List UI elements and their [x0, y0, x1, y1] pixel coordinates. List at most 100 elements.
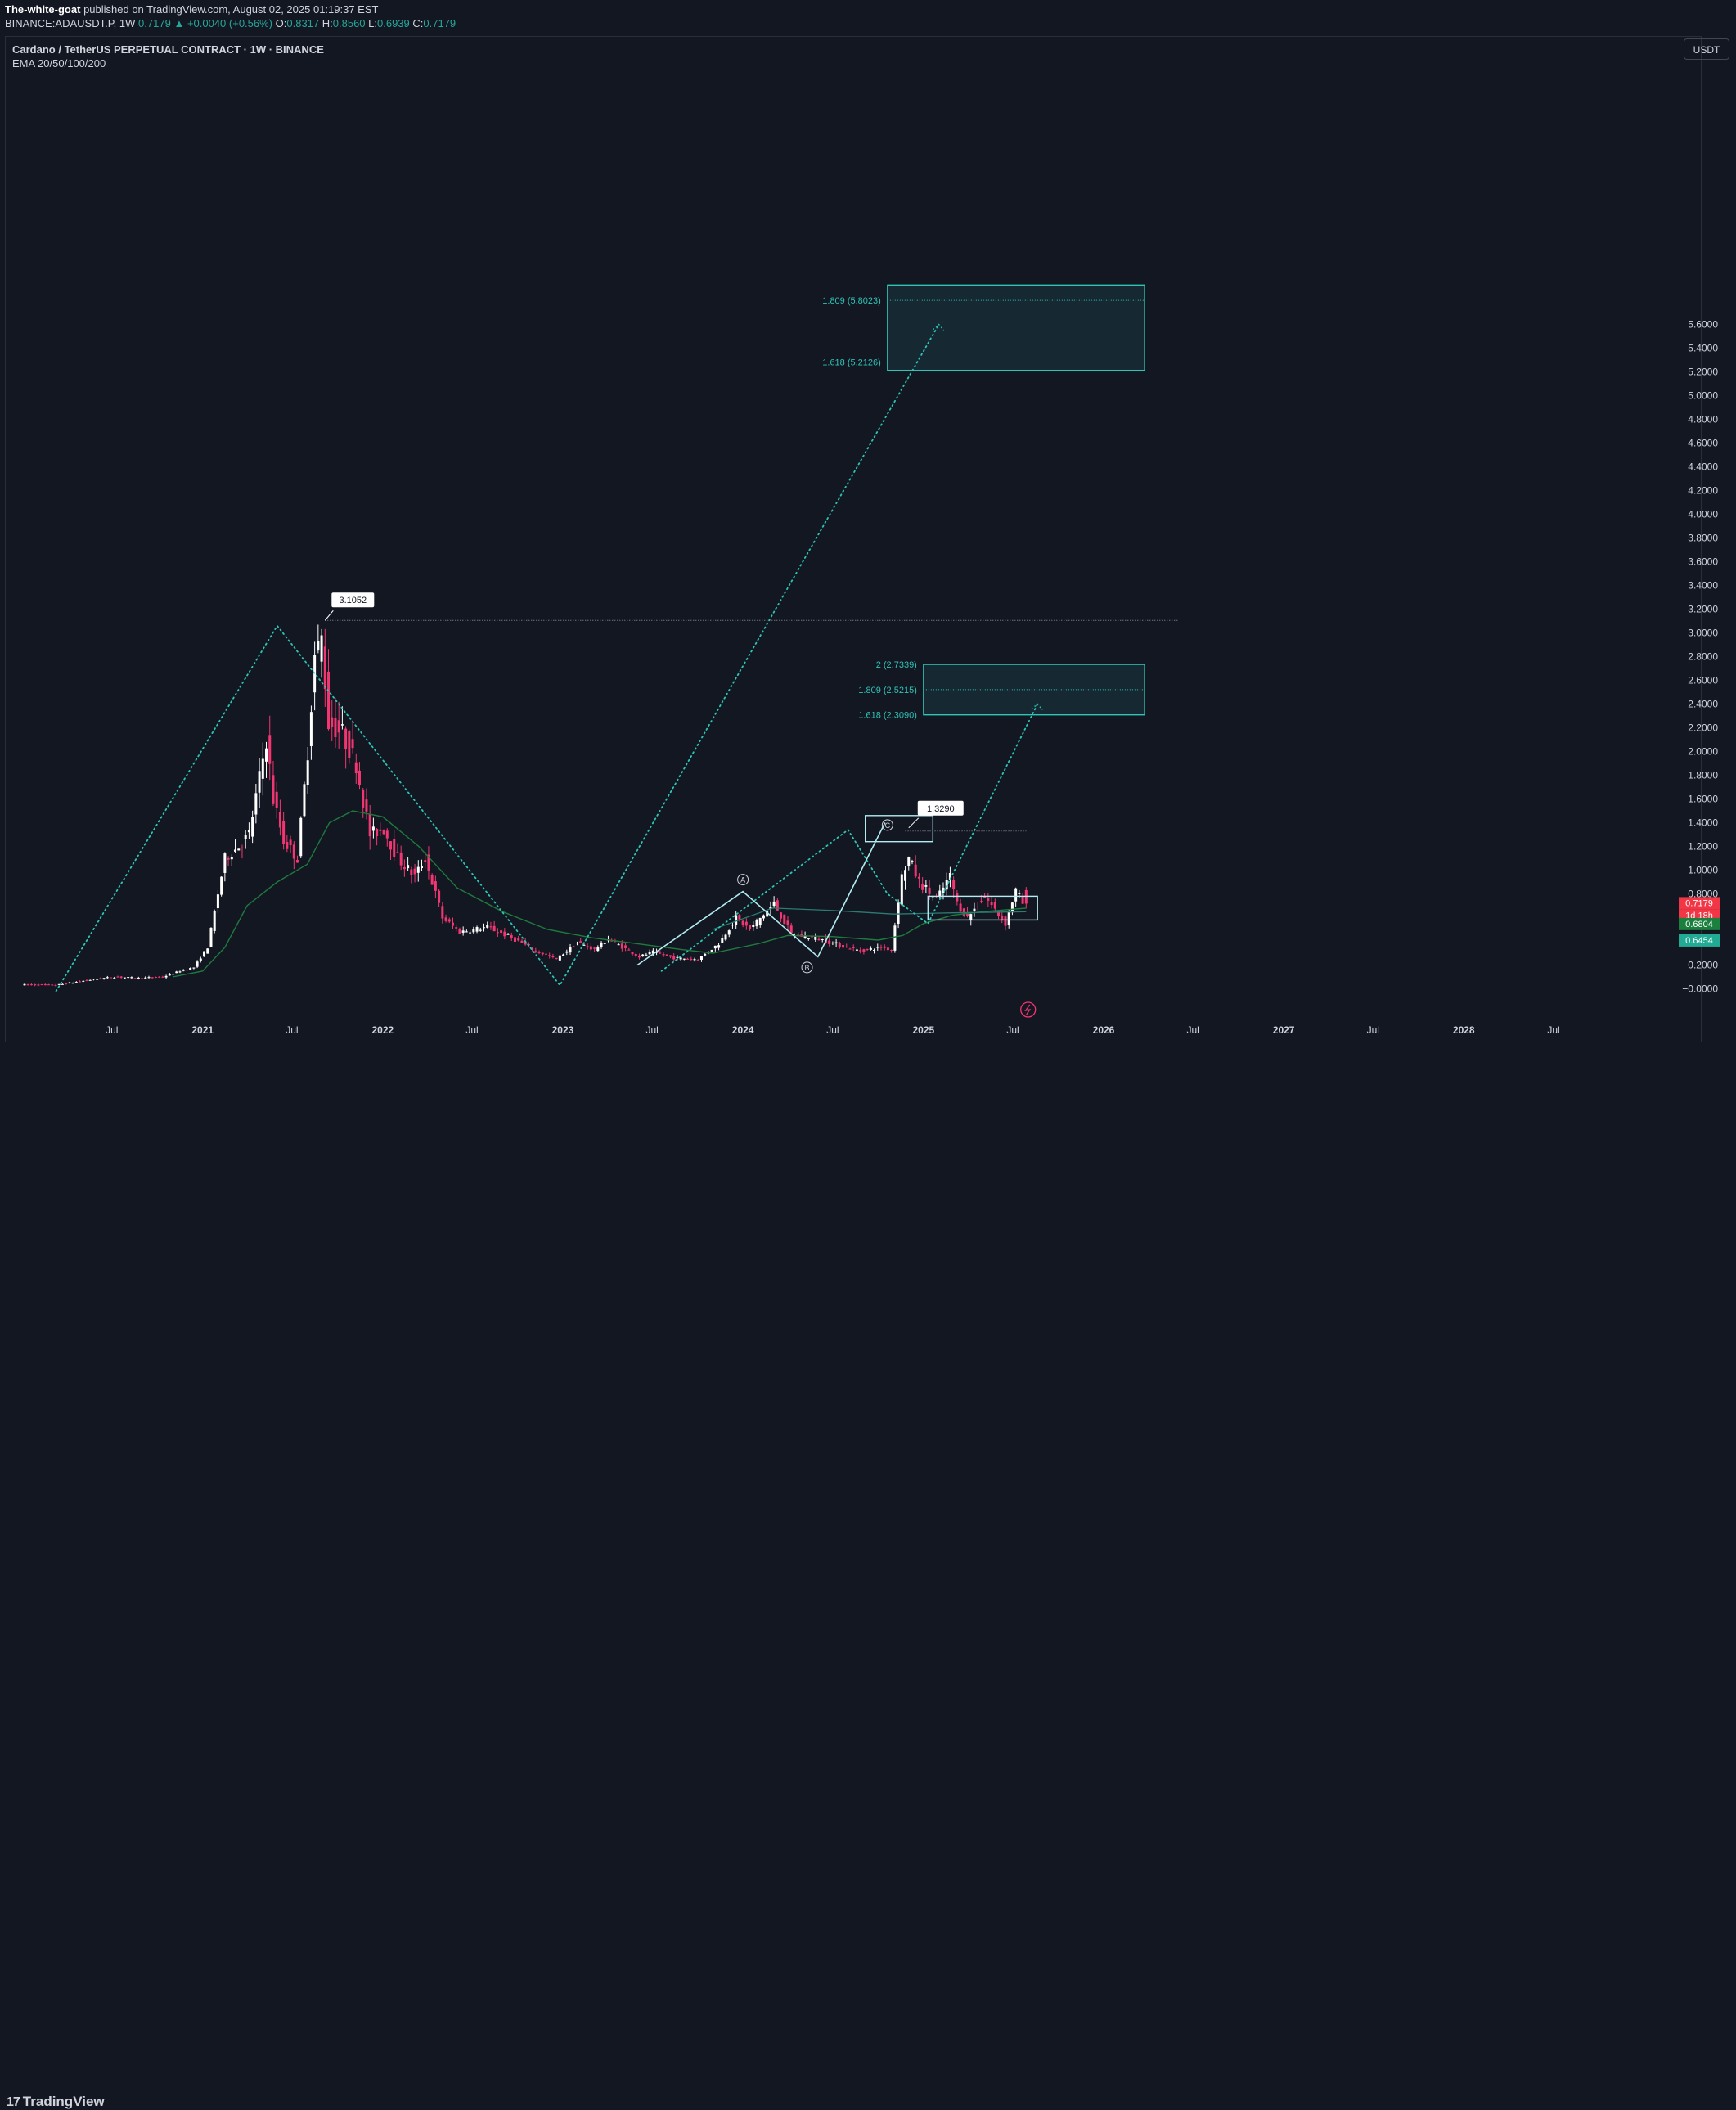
ath-callout — [331, 592, 375, 608]
candle-down — [952, 880, 956, 889]
candle-up — [216, 894, 219, 909]
candle-down — [289, 839, 292, 846]
candle-down — [620, 943, 623, 949]
candle-up — [320, 635, 323, 662]
high-value: 0.8560 — [332, 17, 366, 29]
candle-down — [631, 952, 634, 955]
candle-up — [766, 910, 769, 917]
candle-up — [234, 849, 237, 852]
candle-up — [942, 887, 945, 893]
y-tick-label: 2.0000 — [1688, 746, 1718, 758]
candle-down — [541, 952, 544, 955]
ema-long-line — [713, 907, 1027, 930]
high-pointer — [908, 817, 920, 829]
candle-down — [828, 940, 831, 944]
candle-up — [897, 902, 900, 924]
candle-down — [116, 976, 119, 978]
y-tick-label: 1.6000 — [1688, 794, 1718, 805]
candle-up — [23, 983, 26, 986]
candle-down — [26, 984, 29, 986]
candle-down — [776, 900, 779, 911]
candle-up — [144, 977, 147, 979]
projection-long-line — [55, 323, 940, 992]
candle-down — [331, 717, 334, 727]
high-label: 1.3290 — [927, 804, 955, 814]
candle-up — [317, 641, 320, 651]
candle-up — [717, 945, 721, 948]
indicator-legend[interactable]: EMA 20/50/100/200 — [12, 57, 106, 70]
wave-label-a-circle — [737, 874, 749, 886]
candle-up — [244, 835, 247, 839]
candle-down — [354, 762, 358, 774]
candle-up — [416, 866, 420, 873]
y-tick-label: 2.8000 — [1688, 651, 1718, 663]
candle-up — [220, 876, 223, 895]
wave-label-b-circle — [801, 961, 813, 974]
candle-down — [520, 940, 524, 943]
candle-down — [634, 954, 637, 956]
candle-up — [96, 979, 99, 980]
candle-down — [1001, 915, 1004, 920]
candle-up — [869, 947, 872, 950]
candle-down — [589, 946, 592, 950]
candle-up — [855, 949, 858, 951]
candle-down — [866, 948, 869, 950]
candle-down — [424, 860, 427, 862]
consolidation-box — [927, 895, 1038, 921]
candle-down — [141, 978, 144, 979]
candle-down — [738, 915, 741, 920]
candle-up — [758, 917, 762, 925]
candle-up — [821, 938, 824, 940]
candle-up — [1010, 902, 1014, 913]
candle-up — [565, 951, 569, 953]
candle-down — [393, 838, 396, 857]
candle-down — [987, 898, 990, 901]
candle-up — [258, 771, 261, 793]
candle-down — [890, 949, 893, 951]
candle-down — [385, 830, 389, 839]
footer: 17 TradingView — [0, 1043, 1736, 2109]
candle-up — [1007, 911, 1010, 925]
candle-down — [783, 914, 786, 925]
candle-down — [362, 789, 365, 808]
wave-c-box — [864, 815, 934, 843]
open-value: 0.8317 — [286, 17, 320, 29]
candle-down — [1004, 916, 1007, 926]
candle-down — [110, 977, 113, 979]
abc-wave-line — [636, 822, 886, 966]
candle-down — [997, 911, 1001, 916]
currency-button[interactable]: USDT — [1684, 38, 1729, 60]
wave-label-c: C — [885, 821, 891, 830]
candle-down — [327, 671, 331, 730]
candle-down — [65, 983, 68, 985]
candle-down — [551, 956, 555, 958]
candle-down — [47, 984, 51, 986]
price-chart[interactable]: 5.6000 5.4000 5.2000 5.0000 4.8000 4.6000 4.40… — [0, 0, 1736, 1043]
publish-text: published on TradingView.com, August 02,… — [83, 3, 379, 16]
candle-down — [275, 791, 278, 808]
candle-up — [57, 983, 61, 985]
y-tick-label: 5.0000 — [1688, 390, 1718, 402]
candle-down — [842, 945, 845, 948]
candle-down — [610, 940, 614, 942]
candle-up — [178, 971, 182, 973]
publisher-name[interactable]: The-white-goat — [5, 3, 81, 16]
candle-up — [199, 958, 202, 961]
lower-fib-top-label: 2 (2.7339) — [876, 660, 917, 670]
low-value: 0.6939 — [377, 17, 410, 29]
y-tick-label: 3.0000 — [1688, 628, 1718, 639]
candle-down — [344, 728, 348, 749]
candle-up — [486, 925, 489, 928]
x-tick-label: 2025 — [913, 1024, 935, 1036]
candle-down — [396, 852, 399, 853]
tradingview-logo[interactable]: 17 TradingView — [7, 2094, 105, 2110]
candle-down — [399, 852, 403, 866]
candle-up — [803, 935, 807, 938]
y-tick-label: 1.0000 — [1688, 865, 1718, 876]
candle-down — [586, 946, 589, 947]
candle-down — [37, 984, 40, 986]
candle-down — [959, 903, 962, 912]
x-tick-label: 2028 — [1453, 1024, 1475, 1036]
chart-legend-title[interactable]: Cardano / TetherUS PERPETUAL CONTRACT · … — [12, 43, 324, 56]
x-tick-label: Jul — [645, 1024, 658, 1036]
